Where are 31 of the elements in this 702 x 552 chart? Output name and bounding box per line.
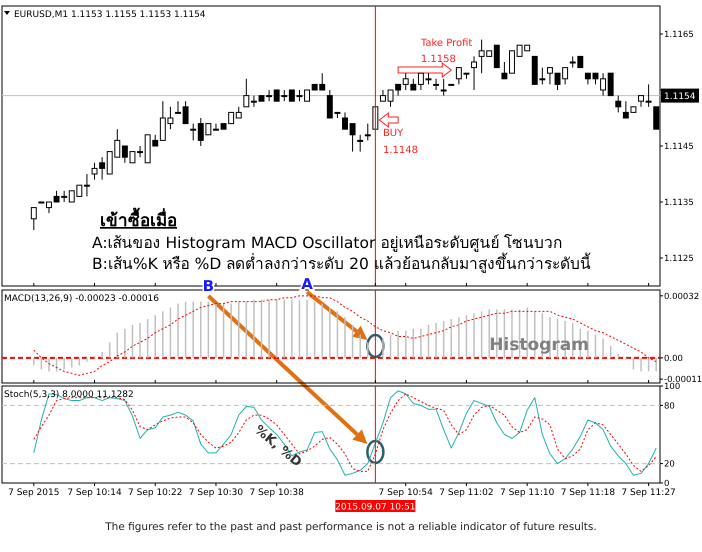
y-tick-label: 0.00 xyxy=(664,354,683,364)
y-tick-label: 1.1125 xyxy=(664,254,694,264)
y-tick-label: 1.1135 xyxy=(664,198,694,208)
x-tick-label: 7 Sep 11:02 xyxy=(439,488,494,498)
x-tick-label: 7 Sep 10:38 xyxy=(250,488,304,498)
annotation: Histogram xyxy=(489,335,589,355)
x-tick-label: 7 Sep 10:14 xyxy=(67,488,122,498)
annotation: 1.1148 xyxy=(382,145,418,156)
ref-line-label: 1.1154 xyxy=(664,92,696,102)
y-tick-label: 0.00032 xyxy=(664,292,700,302)
x-tick-label: 7 Sep 10:22 xyxy=(128,488,182,498)
y-tick-label: 0 xyxy=(664,479,670,489)
annotation: BUY xyxy=(382,128,404,139)
chart-title: MACD(13,26,9) -0.00023 -0.00016 xyxy=(4,294,160,304)
x-tick-label: 7 Sep 11:27 xyxy=(621,488,676,498)
y-tick-label: 20 xyxy=(664,460,675,470)
chart-title: Stoch(5,3,3) 8.0000 11.1282 xyxy=(4,390,134,400)
x-tick-label: 7 Sep 10:54 xyxy=(378,488,434,498)
annotation: Take Profit xyxy=(420,38,472,49)
chart-title: EURUSD,M1 1.1153 1.1155 1.1153 1.1154 xyxy=(14,10,206,20)
x-tick-label: 2015.09.07 10:51 xyxy=(335,502,416,512)
x-tick-label: 7 Sep 11:10 xyxy=(500,488,555,498)
y-tick-label: 1.1145 xyxy=(664,142,694,152)
y-tick-label: 1.1165 xyxy=(664,30,694,40)
x-tick-label: 7 Sep 10:30 xyxy=(188,488,244,498)
x-tick-label: 7 Sep 2015 xyxy=(8,488,60,498)
annotation: เข้าซื้อเมื่อ xyxy=(100,207,177,231)
text: The figures refer to the past and past performance is not a reliable indicator of future results. xyxy=(104,521,597,533)
annotation: 1.1158 xyxy=(420,54,456,65)
y-tick-label: 80 xyxy=(664,401,675,412)
x-tick-label: 7 Sep 11:18 xyxy=(560,488,616,498)
